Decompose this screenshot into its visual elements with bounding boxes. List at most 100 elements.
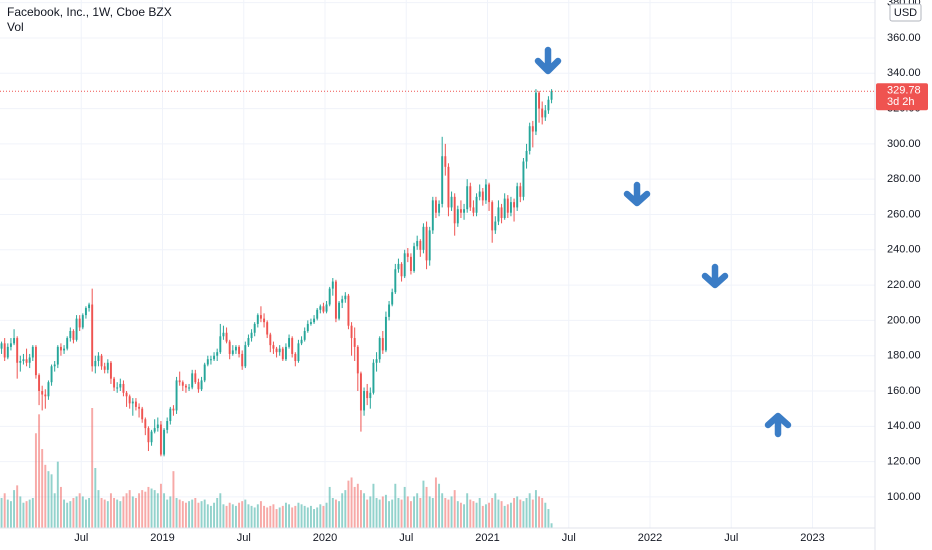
- currency-label[interactable]: USD: [894, 7, 917, 19]
- y-tick-label: 160.00: [887, 385, 921, 397]
- candle-body: [150, 431, 153, 443]
- volume-bar: [469, 499, 472, 528]
- volume-bar: [544, 502, 547, 528]
- volume-bar: [41, 449, 44, 528]
- candle-body: [272, 345, 275, 349]
- volume-bar: [94, 468, 97, 528]
- arrow-down: [534, 46, 562, 75]
- candle-body: [94, 361, 97, 367]
- candle-body: [181, 382, 184, 386]
- candle-body: [447, 166, 450, 208]
- volume-bar: [84, 499, 87, 528]
- candle-body: [481, 191, 484, 201]
- volume-bar: [209, 505, 212, 528]
- y-tick-label: 300.00: [887, 138, 921, 150]
- volume-bar: [153, 490, 156, 528]
- volume-bar: [19, 496, 22, 528]
- candle-body: [206, 359, 209, 365]
- candle-body: [84, 308, 87, 316]
- candle-body: [325, 304, 328, 312]
- volume-bar: [250, 505, 253, 528]
- candle-body: [119, 383, 122, 388]
- candle-body: [250, 332, 253, 339]
- volume-bar: [194, 498, 197, 528]
- volume-bar: [69, 501, 72, 528]
- volume-bar: [213, 502, 216, 528]
- candle-body: [434, 200, 437, 213]
- candle-body: [47, 382, 50, 397]
- candle-body: [344, 295, 347, 300]
- volume-bar: [128, 490, 131, 528]
- volume-bar: [334, 499, 337, 528]
- volume-bar: [316, 507, 319, 528]
- candle-body: [472, 207, 475, 213]
- candle-body: [166, 421, 169, 430]
- candle-body: [384, 316, 387, 351]
- volume-bar: [513, 498, 516, 528]
- volume-bar: [50, 474, 53, 528]
- volume-bar: [378, 499, 381, 528]
- volume-bar: [438, 483, 441, 528]
- chart-title: Facebook, Inc., 1W, Cboe BZX: [7, 5, 172, 19]
- candle-body: [228, 341, 231, 354]
- candle-body: [516, 186, 519, 208]
- candle-body: [147, 428, 150, 443]
- volume-bar: [484, 504, 487, 528]
- volume-bar: [228, 502, 231, 528]
- candle-body: [122, 383, 125, 393]
- candle-body: [41, 391, 44, 395]
- candle-body: [88, 304, 91, 309]
- volume-bar: [100, 498, 103, 528]
- volume-bar: [284, 502, 287, 528]
- candle-body: [44, 394, 47, 397]
- candle-body: [503, 198, 506, 219]
- volume-bar: [191, 499, 194, 528]
- candle-body: [103, 366, 106, 370]
- volume-bar: [322, 505, 325, 528]
- x-tick-label: 2019: [150, 532, 174, 544]
- candle-body: [241, 353, 244, 367]
- candle-body: [225, 332, 228, 342]
- candle-body: [300, 339, 303, 344]
- volume-bar: [63, 499, 66, 528]
- volume-bar: [6, 499, 9, 528]
- candle-body: [372, 362, 375, 393]
- volume-bar: [506, 504, 509, 528]
- candle-body: [59, 346, 62, 351]
- volume-bar: [166, 499, 169, 528]
- volume-bar: [450, 496, 453, 528]
- volume-bar: [197, 502, 200, 528]
- candle-body: [275, 348, 278, 353]
- volume-bar: [475, 502, 478, 528]
- candle-body: [522, 161, 525, 197]
- volume-bar: [384, 494, 387, 528]
- x-tick-label: 2020: [313, 532, 337, 544]
- volume-bar: [44, 464, 47, 528]
- volume-bar: [425, 486, 428, 528]
- candle-body: [341, 299, 344, 303]
- candle-body: [475, 196, 478, 213]
- candle-body: [528, 126, 531, 151]
- volume-bar: [147, 486, 150, 528]
- candle-body: [266, 322, 269, 335]
- volume-bar: [356, 483, 359, 528]
- candle-body: [347, 295, 350, 326]
- candle-body: [184, 385, 187, 388]
- volume-bar: [281, 505, 284, 528]
- volume-bar: [416, 493, 419, 528]
- volume-bar: [9, 501, 12, 528]
- volume-bar: [466, 493, 469, 528]
- candle-body: [75, 318, 78, 340]
- candle-body: [56, 346, 59, 365]
- x-tick-label: 2022: [638, 532, 662, 544]
- candle-body: [100, 355, 103, 367]
- candle-body: [238, 346, 241, 354]
- candle-body: [431, 200, 434, 231]
- x-tick-label: Jul: [237, 532, 251, 544]
- candle-body: [488, 184, 491, 203]
- currency-box[interactable]: [889, 3, 922, 22]
- volume-bar: [184, 502, 187, 528]
- volume-bar: [263, 505, 266, 528]
- volume-bar: [388, 501, 391, 528]
